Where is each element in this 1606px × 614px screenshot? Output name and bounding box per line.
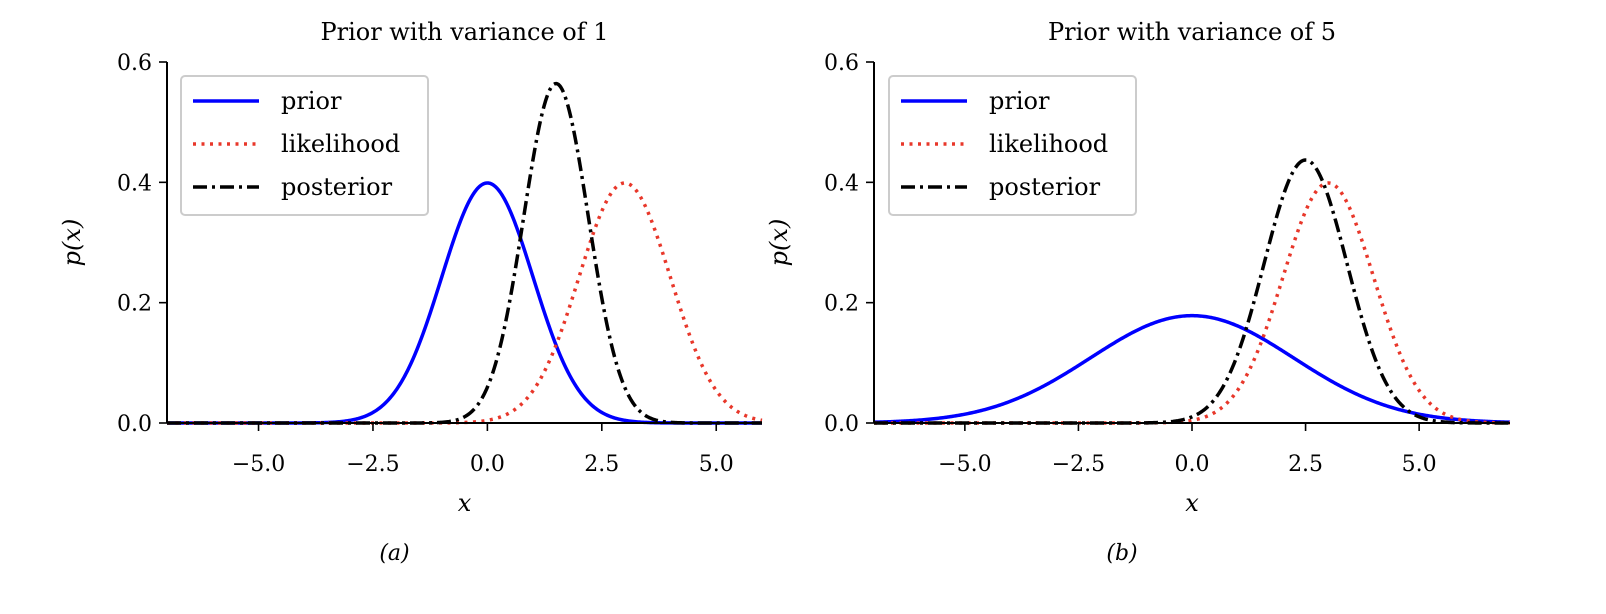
chart-a: −5.0 −2.5 0.0 2.5 5.0 0.0 0.2 0.4 0.6 Prior with … xyxy=(58,18,763,566)
x-axis-label: x xyxy=(458,489,472,517)
legend-label-likelihood: likelihood xyxy=(989,130,1108,158)
subfigure-caption: (a) xyxy=(379,541,409,566)
x-tick-label: 2.5 xyxy=(1288,452,1323,477)
y-tick-label: 0.4 xyxy=(824,171,859,196)
y-tick-label: 0.4 xyxy=(117,171,152,196)
x-tick-label: −5.0 xyxy=(938,452,991,477)
chart-title: Prior with variance of 1 xyxy=(320,18,608,46)
x-tick-label: −5.0 xyxy=(232,452,285,477)
y-tick-label: 0.2 xyxy=(117,292,152,317)
y-axis-label: p(x) xyxy=(58,219,86,267)
legend-label-likelihood: likelihood xyxy=(281,130,400,158)
series-line-prior xyxy=(166,181,763,425)
y-tick-label: 0.0 xyxy=(824,412,859,437)
series-line-posterior xyxy=(166,81,763,425)
series-line-prior xyxy=(873,313,1511,424)
y-tick-label: 0.0 xyxy=(117,412,152,437)
series-line-likelihood xyxy=(166,181,763,425)
y-axis-label: p(x) xyxy=(765,219,793,267)
x-tick-label: −2.5 xyxy=(346,452,399,477)
x-tick-label: 0.0 xyxy=(1175,452,1210,477)
y-tick-label: 0.6 xyxy=(117,51,152,76)
y-tick-label: 0.2 xyxy=(824,292,859,317)
legend-label-posterior: posterior xyxy=(281,173,393,201)
x-axis-label: x xyxy=(1185,489,1199,517)
y-tick-label: 0.6 xyxy=(824,51,859,76)
x-tick-label: 0.0 xyxy=(470,452,505,477)
subfigure-caption: (b) xyxy=(1106,541,1137,566)
x-tick-label: 5.0 xyxy=(1402,452,1437,477)
legend-label-prior: prior xyxy=(989,87,1050,115)
legend: prior likelihood posterior xyxy=(180,75,429,216)
x-tick-label: 2.5 xyxy=(584,452,619,477)
series-line-likelihood xyxy=(873,181,1511,425)
series-line-posterior xyxy=(873,158,1511,425)
legend-label-posterior: posterior xyxy=(989,173,1101,201)
x-tick-label: 5.0 xyxy=(699,452,734,477)
chart-title: Prior with variance of 5 xyxy=(1048,18,1336,46)
x-tick-label: −2.5 xyxy=(1052,452,1105,477)
legend: prior likelihood posterior xyxy=(888,75,1137,216)
legend-box xyxy=(888,75,1137,216)
legend-label-prior: prior xyxy=(281,87,342,115)
chart-b: −5.0 −2.5 0.0 2.5 5.0 0.0 0.2 0.4 0.6 Prior with … xyxy=(765,18,1511,566)
legend-box xyxy=(180,75,429,216)
